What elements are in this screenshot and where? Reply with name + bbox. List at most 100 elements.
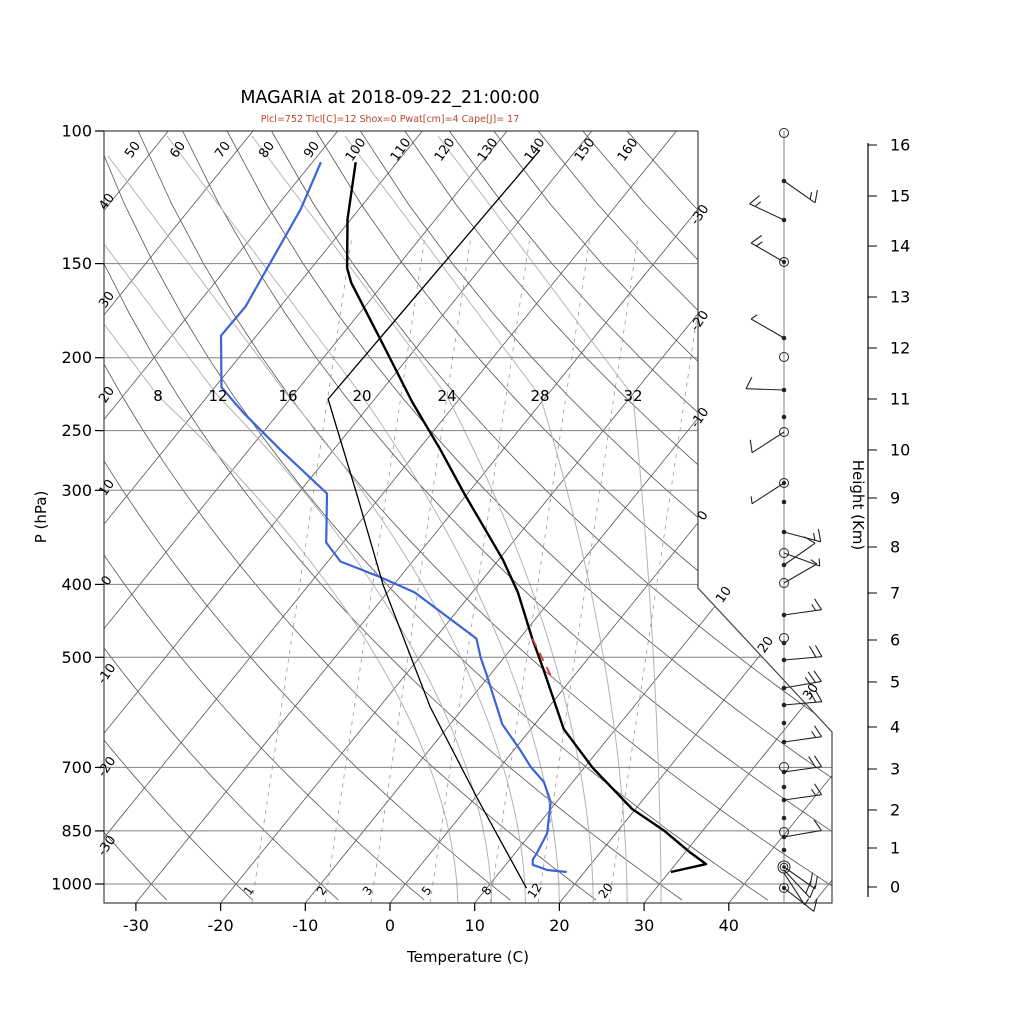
moist-adiabat-label: 24 xyxy=(437,387,456,405)
wind-barb-feather xyxy=(814,645,823,657)
dry-adiabat-top-label: 70 xyxy=(212,139,234,161)
wind-barb-staff xyxy=(783,542,816,566)
isotherm-line xyxy=(104,131,508,903)
level-dot xyxy=(781,739,787,745)
dry-adiabat-top-label: 130 xyxy=(475,136,502,165)
level-dot xyxy=(782,865,786,869)
temperature-tick-label: -30 xyxy=(123,916,149,935)
dry-adiabat-line xyxy=(404,131,832,901)
dry-adiabat-line xyxy=(226,131,832,901)
moist-adiabat-label: 32 xyxy=(623,387,642,405)
wind-barb xyxy=(750,478,789,505)
wind-barb xyxy=(781,783,823,803)
isotherm-line xyxy=(104,131,423,903)
isotherm-line xyxy=(104,131,169,903)
height-tick-label: 11 xyxy=(890,390,910,409)
isotherm-line xyxy=(135,131,762,903)
mixing-ratio-line xyxy=(370,239,471,903)
height-tick-label: 14 xyxy=(890,237,910,256)
wind-barb-feather xyxy=(805,881,812,894)
temperature-tick-label: 30 xyxy=(634,916,654,935)
level-dot xyxy=(781,784,787,790)
pressure-tick-label: 150 xyxy=(61,254,92,273)
dry-adiabat-left-label: -30 xyxy=(95,833,119,859)
dewpoint-curve xyxy=(219,161,567,874)
level-dot xyxy=(781,769,787,775)
wind-barb xyxy=(781,720,787,726)
wind-barb-feather xyxy=(814,783,823,796)
dry-adiabat-top-label: 140 xyxy=(522,136,549,165)
level-dot xyxy=(781,720,787,726)
wind-barb-staff xyxy=(783,794,822,801)
dry-adiabat-line xyxy=(137,131,832,901)
wind-barb-feather xyxy=(810,559,818,565)
wind-barb xyxy=(781,784,787,790)
moist-adiabat-line xyxy=(107,155,526,903)
moist-adiabat-line xyxy=(344,135,628,903)
pressure-tick-label: 100 xyxy=(61,122,92,141)
moist-adiabat-label: 20 xyxy=(352,387,371,405)
temperature-axis-title: Temperature (C) xyxy=(406,948,529,966)
wind-barb-feather xyxy=(809,191,813,200)
level-dot xyxy=(781,562,787,568)
height-tick-label: 9 xyxy=(890,489,900,508)
moist-adiabat-line xyxy=(104,315,459,903)
dry-adiabat-top-label: 160 xyxy=(615,136,642,165)
grid-layer xyxy=(104,131,832,903)
level-dot xyxy=(781,414,787,420)
wind-barb-staff xyxy=(751,482,785,505)
temperature-tick-label: 40 xyxy=(719,916,739,935)
wind-barb xyxy=(781,815,787,821)
wind-barb-feather xyxy=(817,528,822,542)
mixing-ratio-label: 1 xyxy=(241,884,257,898)
mixing-ratio-line xyxy=(324,239,425,903)
dry-adiabat-line xyxy=(104,131,511,901)
height-tick-label: 0 xyxy=(890,878,900,897)
wind-barb-feather xyxy=(811,603,817,611)
height-tick-label: 6 xyxy=(890,631,900,650)
temperature-tick-label: -20 xyxy=(208,916,234,935)
wind-barb xyxy=(781,178,818,204)
dry-adiabat-left-label: 20 xyxy=(96,384,118,406)
dry-adiabat-line xyxy=(104,131,253,901)
wind-barb-feather xyxy=(813,819,822,831)
wind-barb-staff xyxy=(750,242,785,263)
isotherm-label: -10 xyxy=(688,405,712,431)
level-dot xyxy=(781,834,787,840)
wind-barb-feather xyxy=(745,376,753,389)
height-tick-label: 7 xyxy=(890,584,900,603)
moist-adiabat-label: 12 xyxy=(208,387,227,405)
height-tick-label: 10 xyxy=(890,441,910,460)
dry-adiabat-left-label: 40 xyxy=(96,191,118,213)
wind-barb-staff xyxy=(783,609,822,616)
dry-adiabat-line xyxy=(104,131,425,901)
mixing-ratio-line xyxy=(251,239,352,903)
page-title: MAGARIA at 2018-09-22_21:00:00 xyxy=(240,88,540,108)
wind-barb-staff xyxy=(783,656,822,661)
level-circle-outer xyxy=(777,860,791,874)
wind-barb-feather xyxy=(804,898,810,906)
level-dot xyxy=(781,702,787,708)
dry-adiabat-left-label: 30 xyxy=(96,289,118,311)
level-circle xyxy=(779,427,789,437)
wind-barb-feather xyxy=(749,195,760,205)
wind-barb xyxy=(781,670,822,691)
wind-barb xyxy=(781,645,823,663)
pressure-tick-label: 400 xyxy=(61,575,92,594)
wind-barb-feather xyxy=(811,730,817,738)
mixing-ratio-line xyxy=(608,239,709,903)
wind-barb xyxy=(781,725,823,745)
moist-adiabat-label: 28 xyxy=(530,387,549,405)
isotherm-line xyxy=(304,131,832,903)
dry-adiabat-line xyxy=(537,131,832,901)
mixing-ratio-label: 2 xyxy=(314,884,330,898)
pressure-tick-label: 200 xyxy=(61,348,92,367)
level-circle xyxy=(779,883,789,893)
wind-barb-staff xyxy=(783,736,822,743)
isotherm-label: -20 xyxy=(688,308,712,334)
dry-adiabat-line xyxy=(104,131,167,901)
wind-barb-feather xyxy=(808,690,817,703)
wind-barb-staff xyxy=(783,531,821,543)
